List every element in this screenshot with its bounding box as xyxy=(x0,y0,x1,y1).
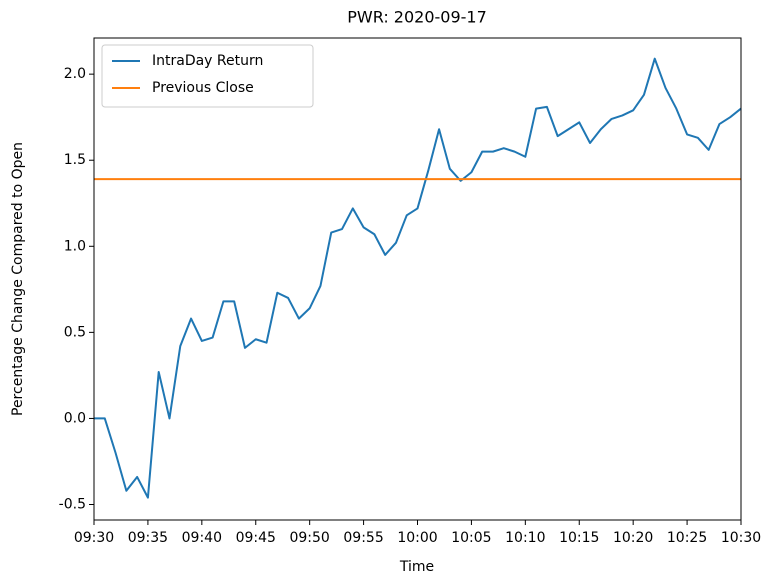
x-tick-label: 09:35 xyxy=(128,530,168,546)
y-tick-label: 0.5 xyxy=(64,324,86,340)
x-tick-label: 10:30 xyxy=(721,530,761,546)
y-tick-label: 0.0 xyxy=(64,410,86,426)
x-tick-label: 09:55 xyxy=(343,530,383,546)
x-tick-label: 10:00 xyxy=(397,530,437,546)
legend-label: IntraDay Return xyxy=(152,53,263,69)
x-tick-label: 10:15 xyxy=(559,530,599,546)
y-tick-label: -0.5 xyxy=(59,497,86,513)
x-axis-label: Time xyxy=(399,559,434,575)
y-tick-label: 1.0 xyxy=(64,238,86,254)
x-tick-label: 10:05 xyxy=(451,530,491,546)
legend-box xyxy=(101,44,314,108)
chart-title: PWR: 2020-09-17 xyxy=(347,8,487,27)
x-tick-label: 09:45 xyxy=(236,530,276,546)
data-line xyxy=(94,57,742,499)
y-tick-label: 1.5 xyxy=(64,152,86,168)
x-tick-label: 10:25 xyxy=(667,530,707,546)
y-tick-label: 2.0 xyxy=(64,66,86,82)
x-tick-label: 09:40 xyxy=(182,530,222,546)
legend-label: Previous Close xyxy=(152,80,254,96)
y-axis-label: Percentage Change Compared to Open xyxy=(10,142,26,416)
x-tick-label: 10:10 xyxy=(505,530,545,546)
axes-frame xyxy=(93,37,742,521)
x-tick-label: 09:30 xyxy=(74,530,114,546)
x-tick-label: 09:50 xyxy=(289,530,329,546)
x-tick-label: 10:20 xyxy=(613,530,653,546)
